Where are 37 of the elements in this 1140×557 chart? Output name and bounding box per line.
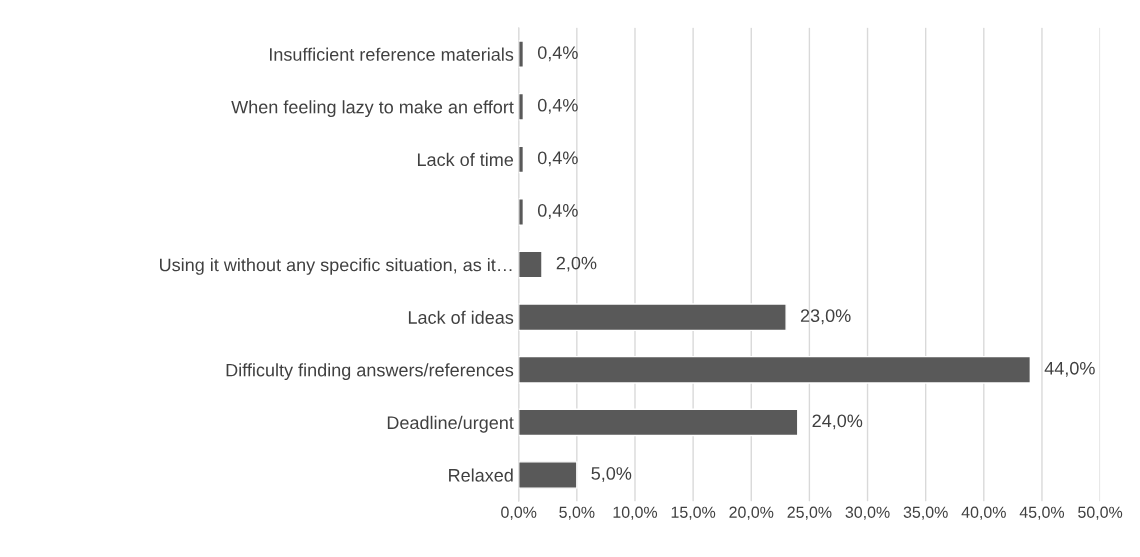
- data-label: 23,0%: [800, 309, 851, 325]
- y-tick-label: Deadline/urgent: [387, 415, 514, 433]
- bar: [518, 145, 525, 174]
- data-label: 0,4%: [537, 151, 578, 167]
- bar: [518, 461, 578, 489]
- data-label: 0,4%: [537, 98, 578, 114]
- x-tick-label: 25,0%: [787, 506, 832, 520]
- x-tick-label: 45,0%: [1019, 506, 1065, 520]
- data-label: 0,4%: [537, 204, 578, 219]
- x-tick-label: 15,0%: [671, 506, 716, 520]
- bar: [518, 92, 525, 121]
- x-tick-label: 10,0%: [613, 506, 658, 520]
- data-label: 5,0%: [591, 467, 632, 482]
- y-tick-label: When feeling lazy to make an effort: [231, 100, 514, 118]
- bar: [518, 355, 1032, 384]
- data-label: 44,0%: [1044, 361, 1095, 377]
- y-tick-label: Difficulty finding answers/references: [226, 363, 514, 381]
- x-tick-label: 35,0%: [903, 506, 948, 520]
- y-tick-label: Lack of time: [417, 152, 514, 167]
- data-label: 0,4%: [537, 46, 578, 62]
- x-tick-label: 5,0%: [559, 506, 595, 520]
- data-label: 24,0%: [812, 414, 863, 430]
- bar: [518, 250, 543, 279]
- bar: [518, 198, 525, 226]
- x-tick-label: 40,0%: [961, 506, 1006, 520]
- y-tick-label: Insufficient reference materials: [269, 47, 514, 61]
- y-tick-label: Relaxed: [449, 468, 513, 482]
- x-tick-label: 20,0%: [729, 506, 774, 520]
- x-tick-label: 30,0%: [845, 506, 890, 520]
- x-tick-label: 0,0%: [501, 506, 537, 520]
- bar: [518, 408, 799, 437]
- data-label: 2,0%: [556, 256, 597, 272]
- y-tick-label: Lack of ideas: [408, 310, 514, 324]
- x-tick-label: 50,0%: [1078, 506, 1123, 520]
- bar: [518, 303, 787, 332]
- bar: [518, 40, 525, 68]
- y-tick-label: Using it without any specific situation, as it…: [160, 258, 512, 275]
